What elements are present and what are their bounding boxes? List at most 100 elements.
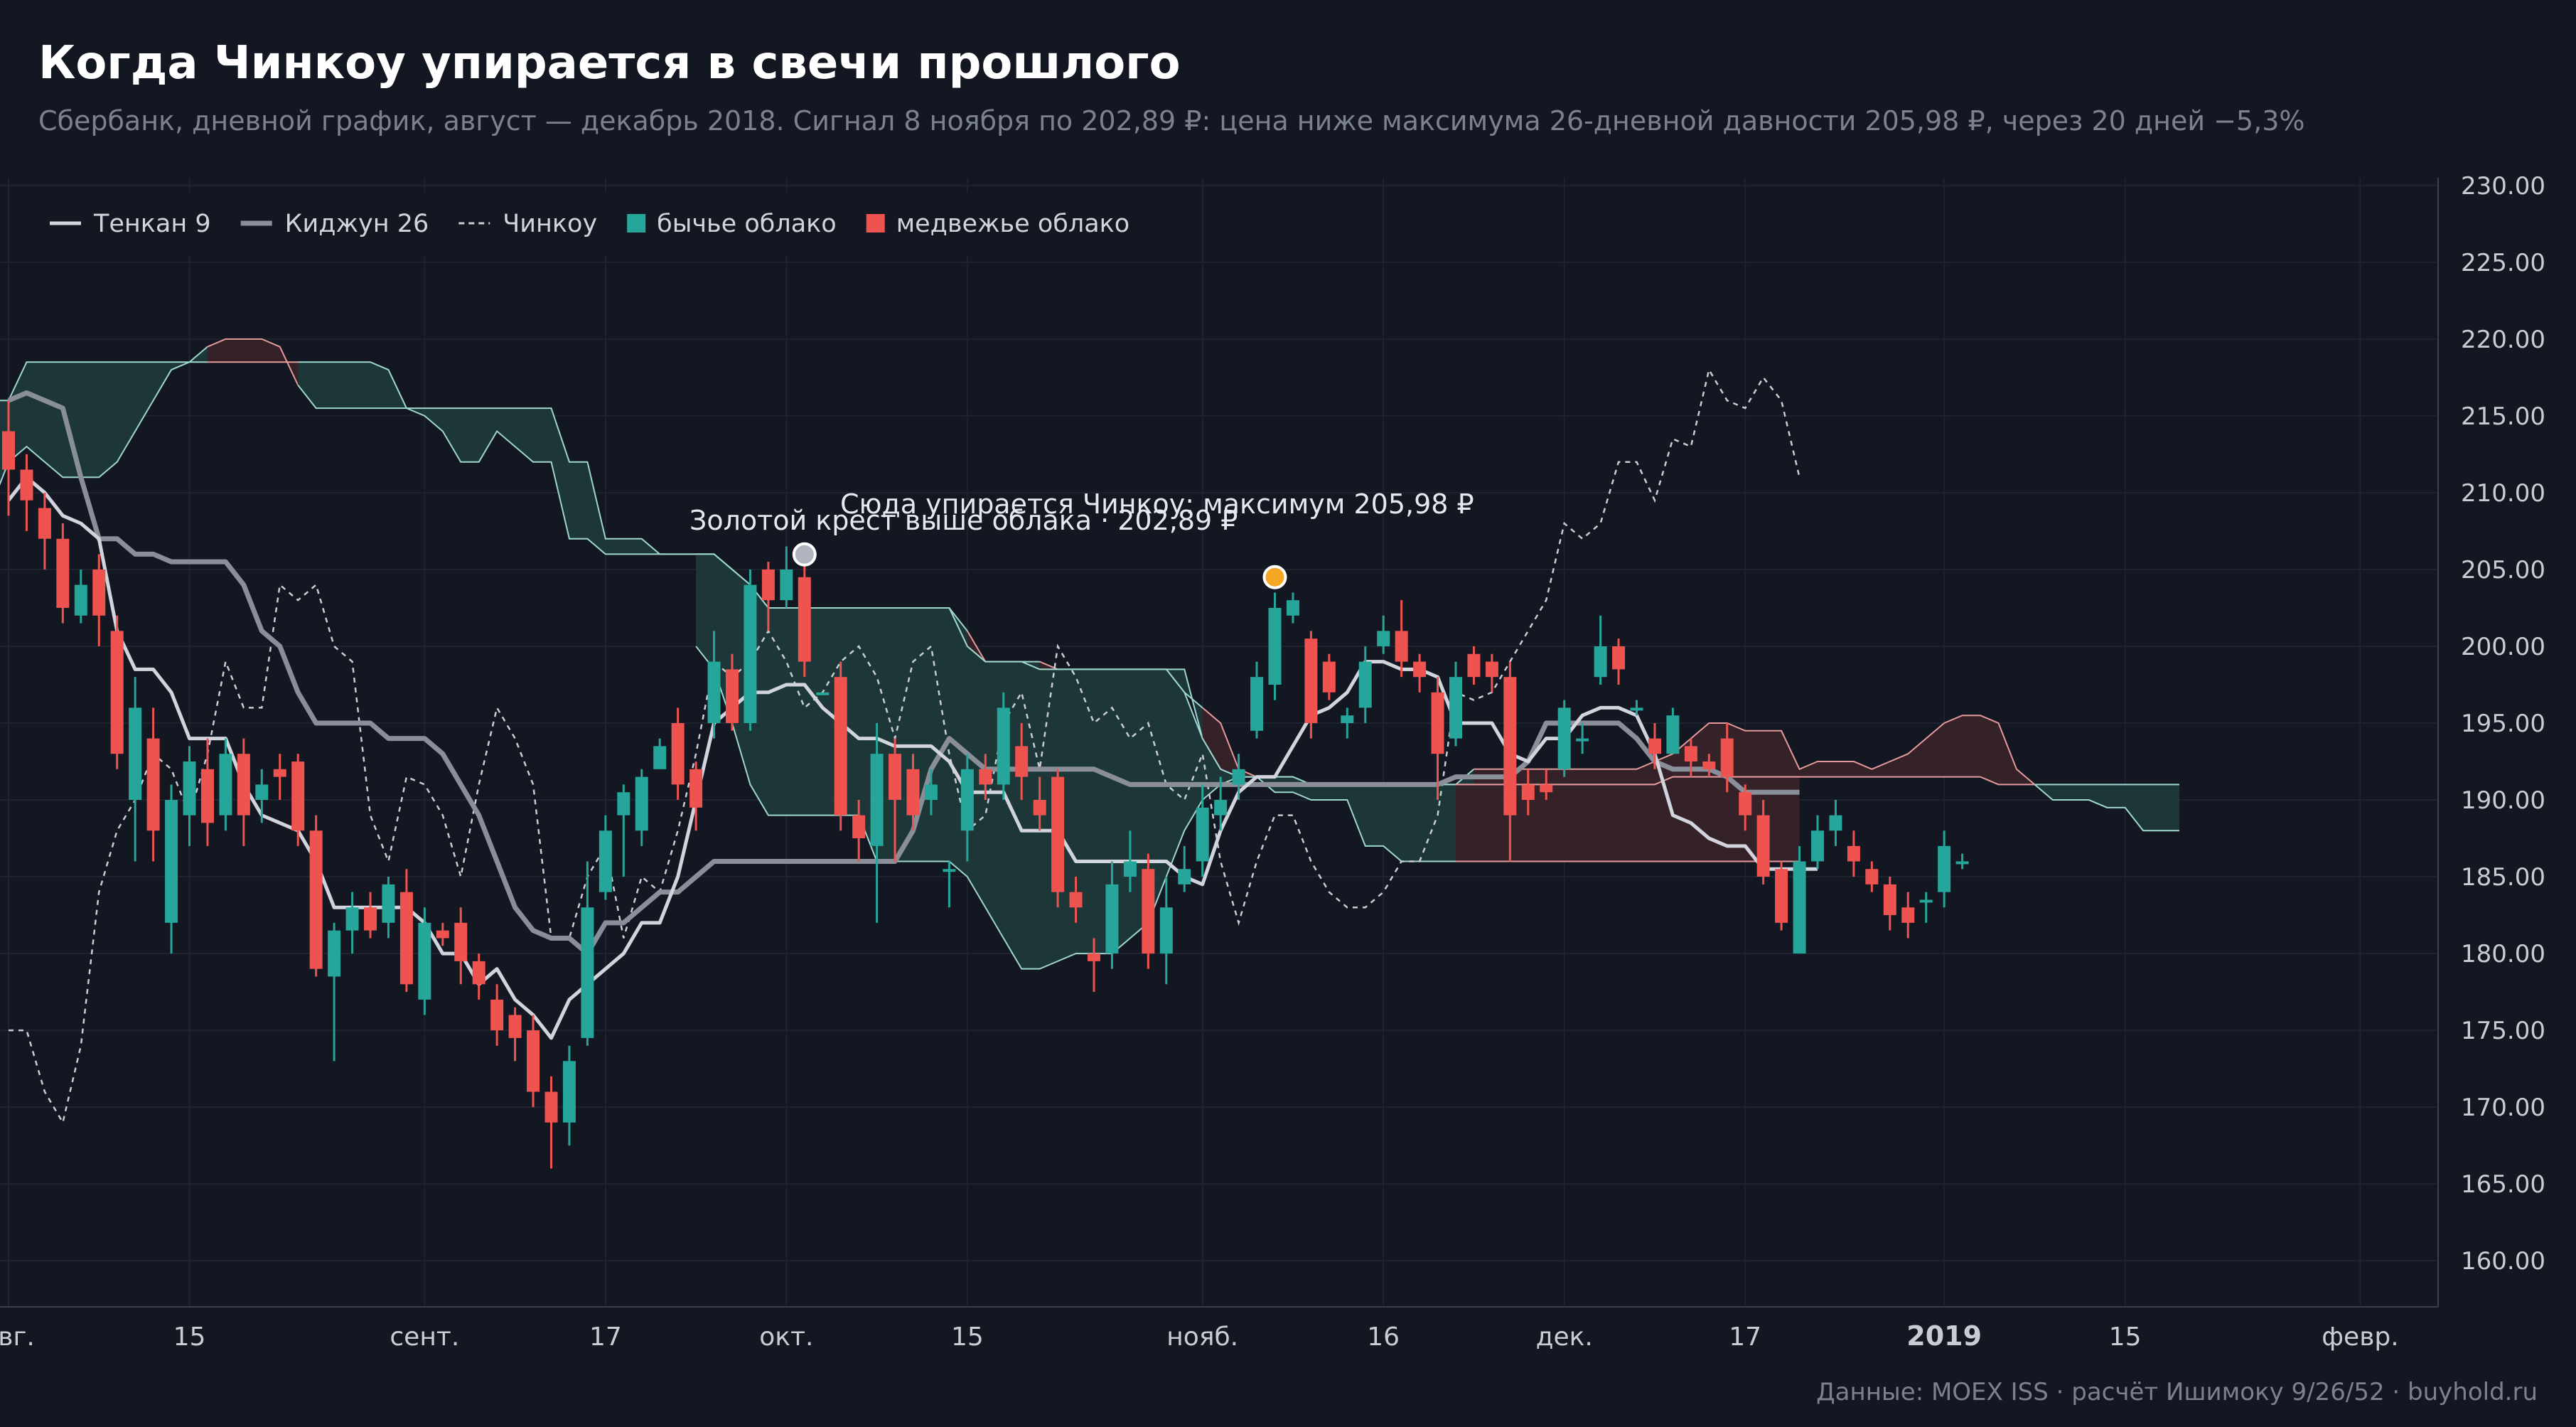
candle-bull xyxy=(1286,600,1299,616)
x-tick-label: сент. xyxy=(390,1322,459,1352)
candle-bear xyxy=(1015,746,1029,777)
candle-bear xyxy=(906,769,920,816)
x-tick-label: нояб. xyxy=(1166,1322,1238,1352)
candle-bear xyxy=(1322,661,1336,693)
bull-cloud xyxy=(298,362,967,646)
candle-bear xyxy=(1142,869,1155,954)
chikou-line xyxy=(9,367,1800,1126)
candle-bear xyxy=(527,1030,540,1092)
axes: 160.00 165.00 170.00 175.00 180.00 185.00 190.… xyxy=(0,172,2545,1352)
candle-bull xyxy=(960,769,974,831)
candle-bull xyxy=(1576,738,1589,742)
legend: Тенкан 9 Киджун 26 Чинкоу бычье облако медве… xyxy=(26,192,1163,256)
y-tick-label: 220.00 xyxy=(2461,326,2545,354)
annotation-label: Золотой крест выше облака · 202,89 ₽ xyxy=(689,505,1238,536)
cloud-span-b xyxy=(2034,784,2179,832)
y-tick-label: 165.00 xyxy=(2461,1170,2545,1199)
candle-bear xyxy=(671,722,685,785)
data-source-footer: Данные: MOEX ISS · расчёт Ишимоку 9/26/5… xyxy=(1816,1378,2538,1406)
candle-bear xyxy=(364,907,377,931)
candle-bear xyxy=(1756,815,1770,877)
y-tick-label: 190.00 xyxy=(2461,786,2545,815)
annotation-markers: Золотой крест выше облака · 202,89 ₽Сюда… xyxy=(689,488,1474,589)
candle-bear xyxy=(399,892,413,985)
legend-swatch-box xyxy=(627,214,646,233)
annotation-marker xyxy=(1262,565,1287,589)
candle-bear xyxy=(1503,677,1517,816)
candle-bull xyxy=(924,784,938,801)
candle-bull xyxy=(129,707,142,801)
cloud-span-b xyxy=(1039,661,1058,670)
candle-bull xyxy=(1123,861,1137,877)
x-tick-label: 17 xyxy=(589,1322,622,1352)
x-tick-label: 16 xyxy=(1367,1322,1400,1352)
y-tick-label: 205.00 xyxy=(2461,556,2545,584)
x-tick-label: дек. xyxy=(1536,1322,1593,1352)
candle-bull xyxy=(1377,631,1390,646)
x-tick-label: февр. xyxy=(2322,1322,2398,1352)
candle-bull xyxy=(780,569,793,601)
y-tick-label: 225.00 xyxy=(2461,249,2545,277)
chart-subtitle: Сбербанк, дневной график, август — декаб… xyxy=(38,105,2305,137)
y-tick-label: 195.00 xyxy=(2461,710,2545,738)
candle-bear xyxy=(92,569,106,616)
candle-bear xyxy=(1431,692,1444,754)
candle-bear xyxy=(20,469,33,501)
candle-bear xyxy=(200,769,214,823)
cloud-span-b xyxy=(207,338,299,386)
candle-bull xyxy=(418,922,431,1000)
y-tick-label: 230.00 xyxy=(2461,172,2545,201)
candle-bear xyxy=(1467,653,1481,678)
legend-label: бычье облако xyxy=(657,210,837,238)
candle-bull xyxy=(1250,677,1264,731)
candle-bear xyxy=(508,1015,522,1038)
candle-bull xyxy=(581,907,594,1038)
legend-label: медвежье облако xyxy=(896,210,1129,238)
candle-bear xyxy=(2,431,15,470)
candle-bull xyxy=(1666,715,1680,754)
candle-bull xyxy=(617,792,630,816)
candle-bull xyxy=(328,930,341,977)
candle-bear xyxy=(761,569,775,601)
candle-bear xyxy=(1775,869,1788,923)
candle-bear xyxy=(110,631,124,754)
candle-bull xyxy=(1268,607,1282,685)
candle-bear xyxy=(726,669,739,723)
candle-bear xyxy=(1847,845,1860,862)
x-tick-label: 2019 xyxy=(1906,1320,1982,1352)
candle-bull xyxy=(1159,907,1173,954)
cloud-span-b xyxy=(1202,707,1257,778)
bull-cloud xyxy=(0,346,208,484)
candle-bear xyxy=(1304,638,1318,723)
candle-bull xyxy=(1196,807,1209,862)
candle-bull xyxy=(1449,677,1462,739)
x-tick-label: 15 xyxy=(2109,1322,2142,1352)
candle-bull xyxy=(562,1061,576,1123)
candle-bear xyxy=(490,999,504,1031)
candle-bear xyxy=(291,761,305,831)
candle-bull xyxy=(345,907,359,931)
x-tick-label: 15 xyxy=(951,1322,984,1352)
y-tick-label: 210.00 xyxy=(2461,479,2545,508)
candle-bear xyxy=(1684,746,1697,762)
candle-bull xyxy=(816,692,830,695)
candle-bear xyxy=(798,577,811,662)
candle-bull xyxy=(1178,869,1191,884)
candle-bull xyxy=(1557,707,1571,769)
candle-bear xyxy=(1521,784,1535,801)
candle-bear xyxy=(852,815,866,839)
candle-bull xyxy=(1630,707,1643,711)
candle-bull xyxy=(635,776,648,831)
legend-label: Чинкоу xyxy=(503,210,597,238)
annotation-marker xyxy=(792,542,817,567)
candle-bull xyxy=(1214,800,1228,816)
y-tick-label: 160.00 xyxy=(2461,1247,2545,1276)
y-tick-label: 175.00 xyxy=(2461,1017,2545,1045)
cloud-span-b xyxy=(695,646,1456,970)
candle-bear xyxy=(1648,738,1661,754)
candle-bear xyxy=(1413,661,1427,678)
cloud-layer xyxy=(0,338,2179,970)
candle-bull xyxy=(183,761,196,816)
y-tick-label: 215.00 xyxy=(2461,402,2545,431)
